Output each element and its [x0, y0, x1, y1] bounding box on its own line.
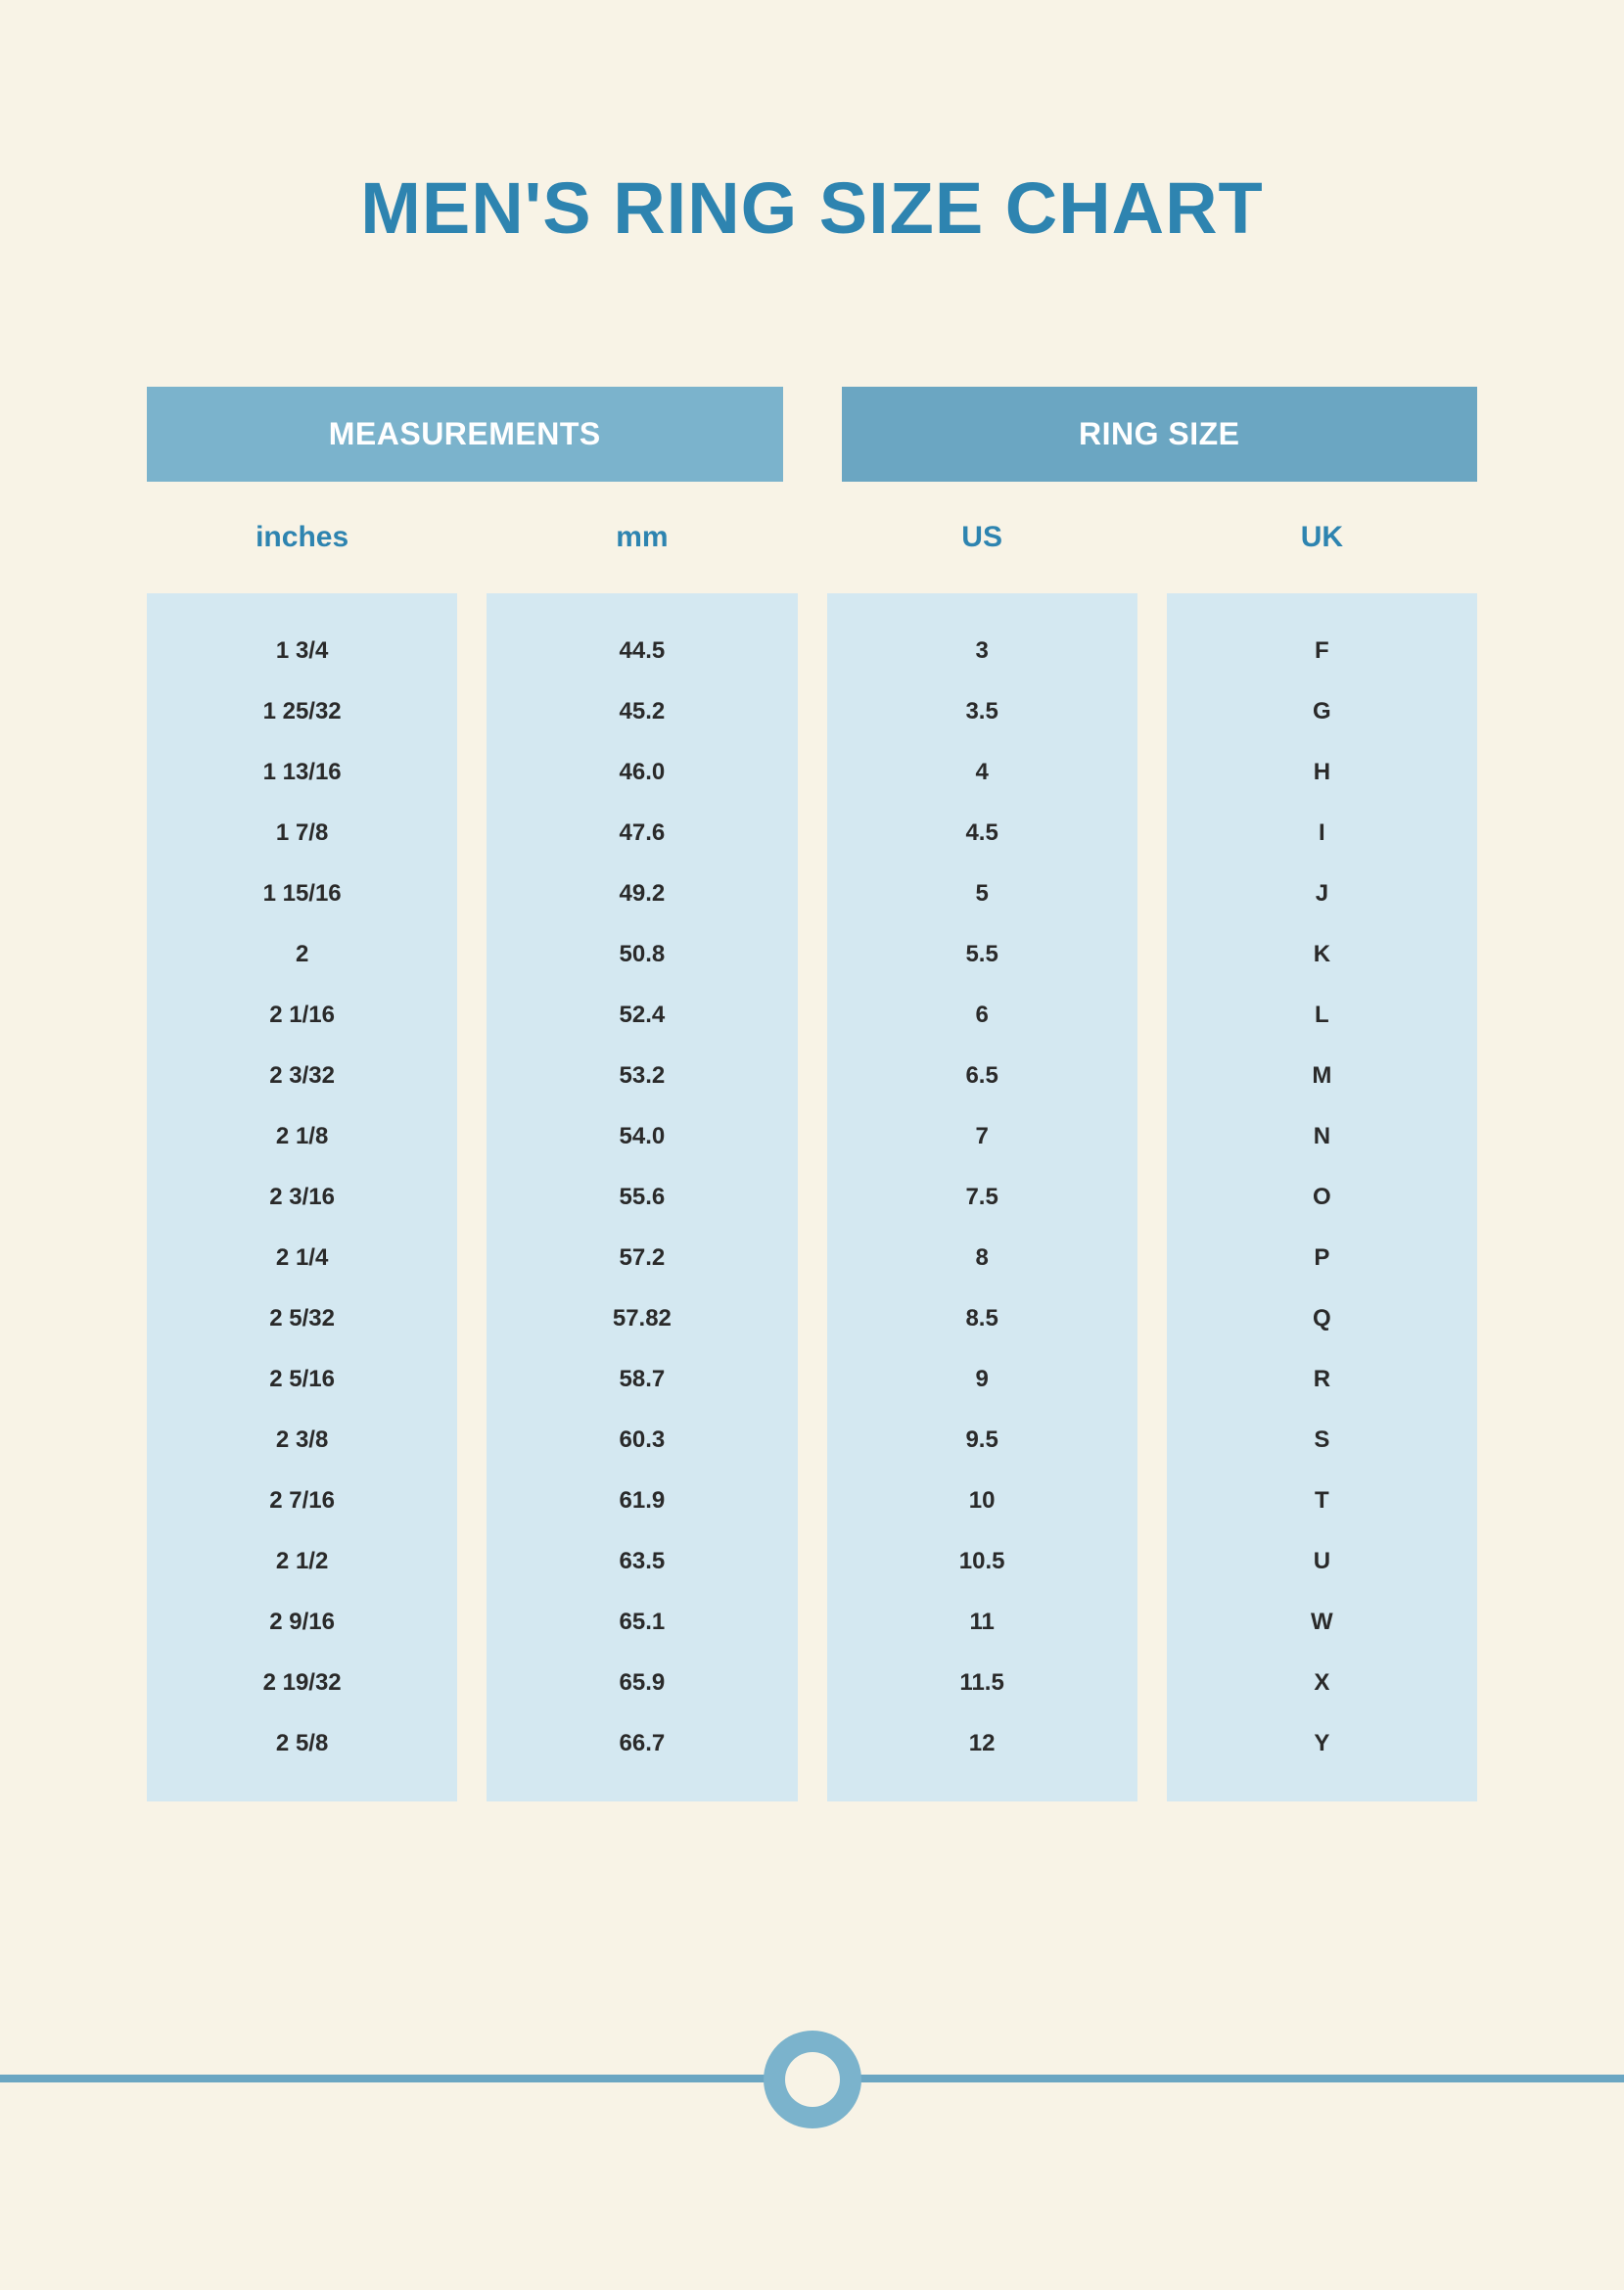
table-cell: K — [1167, 924, 1477, 985]
table-cell: J — [1167, 864, 1477, 924]
sub-header-row: inches mm US UK — [147, 521, 1477, 554]
table-cell: M — [1167, 1046, 1477, 1106]
table-cell: 65.1 — [487, 1592, 797, 1653]
table-cell: 2 — [147, 924, 457, 985]
table-cell: 3 — [827, 621, 1137, 681]
table-cell: 9 — [827, 1349, 1137, 1410]
sub-header-uk: UK — [1167, 521, 1477, 554]
table-cell: 9.5 — [827, 1410, 1137, 1471]
table-cell: Q — [1167, 1288, 1477, 1349]
table-cell: 2 1/16 — [147, 985, 457, 1046]
table-cell: N — [1167, 1106, 1477, 1167]
table-cell: 52.4 — [487, 985, 797, 1046]
table-cell: P — [1167, 1228, 1477, 1288]
table-cell: L — [1167, 985, 1477, 1046]
table-cell: 57.2 — [487, 1228, 797, 1288]
ring-icon — [764, 2031, 861, 2128]
table-cell: S — [1167, 1410, 1477, 1471]
sub-header-mm: mm — [487, 521, 797, 554]
table-cell: 12 — [827, 1713, 1137, 1774]
table-cell: H — [1167, 742, 1477, 803]
col-us: 33.544.555.566.577.588.599.51010.51111.5… — [827, 593, 1137, 1801]
table-cell: 1 3/4 — [147, 621, 457, 681]
table-cell: 55.6 — [487, 1167, 797, 1228]
table-cell: 10 — [827, 1471, 1137, 1531]
table-cell: 66.7 — [487, 1713, 797, 1774]
table-cell: 44.5 — [487, 621, 797, 681]
table-cell: 2 1/8 — [147, 1106, 457, 1167]
footer-decoration — [0, 2026, 1624, 2133]
table-cell: W — [1167, 1592, 1477, 1653]
table-cell: 49.2 — [487, 864, 797, 924]
table-cell: 57.82 — [487, 1288, 797, 1349]
table-cell: 46.0 — [487, 742, 797, 803]
table-cell: 5.5 — [827, 924, 1137, 985]
table-cell: 7 — [827, 1106, 1137, 1167]
table-cell: 2 3/8 — [147, 1410, 457, 1471]
table-cell: 61.9 — [487, 1471, 797, 1531]
table-cell: 10.5 — [827, 1531, 1137, 1592]
table-cell: U — [1167, 1531, 1477, 1592]
group-header-ringsize: RING SIZE — [842, 387, 1478, 482]
table-cell: 5 — [827, 864, 1137, 924]
table-cell: 7.5 — [827, 1167, 1137, 1228]
sub-header-inches: inches — [147, 521, 457, 554]
table-cell: 50.8 — [487, 924, 797, 985]
col-mm: 44.545.246.047.649.250.852.453.254.055.6… — [487, 593, 797, 1801]
table-cell: 1 13/16 — [147, 742, 457, 803]
table-cell: 65.9 — [487, 1653, 797, 1713]
table-cell: 6 — [827, 985, 1137, 1046]
table-cell: G — [1167, 681, 1477, 742]
table-cell: 8.5 — [827, 1288, 1137, 1349]
col-inches: 1 3/41 25/321 13/161 7/81 15/1622 1/162 … — [147, 593, 457, 1801]
table-cell: F — [1167, 621, 1477, 681]
table-cell: 2 9/16 — [147, 1592, 457, 1653]
table-cell: Y — [1167, 1713, 1477, 1774]
page-container: MEN'S RING SIZE CHART MEASUREMENTS RING … — [0, 0, 1624, 1801]
table-cell: 2 3/16 — [147, 1167, 457, 1228]
table-cell: 63.5 — [487, 1531, 797, 1592]
page-title: MEN'S RING SIZE CHART — [147, 166, 1477, 250]
table-cell: 2 1/2 — [147, 1531, 457, 1592]
data-table: 1 3/41 25/321 13/161 7/81 15/1622 1/162 … — [147, 593, 1477, 1801]
table-cell: T — [1167, 1471, 1477, 1531]
table-cell: 11 — [827, 1592, 1137, 1653]
table-cell: 54.0 — [487, 1106, 797, 1167]
table-cell: R — [1167, 1349, 1477, 1410]
ring-icon-hole — [785, 2052, 840, 2107]
table-cell: 53.2 — [487, 1046, 797, 1106]
table-cell: 58.7 — [487, 1349, 797, 1410]
table-cell: 47.6 — [487, 803, 797, 864]
table-cell: 3.5 — [827, 681, 1137, 742]
col-uk: FGHIJKLMNOPQRSTUWXY — [1167, 593, 1477, 1801]
table-cell: 2 19/32 — [147, 1653, 457, 1713]
table-cell: 2 5/16 — [147, 1349, 457, 1410]
table-cell: 45.2 — [487, 681, 797, 742]
table-cell: 4 — [827, 742, 1137, 803]
table-cell: 2 3/32 — [147, 1046, 457, 1106]
sub-header-us: US — [827, 521, 1137, 554]
table-cell: O — [1167, 1167, 1477, 1228]
table-cell: 2 5/8 — [147, 1713, 457, 1774]
table-cell: 6.5 — [827, 1046, 1137, 1106]
table-cell: 2 5/32 — [147, 1288, 457, 1349]
table-cell: 11.5 — [827, 1653, 1137, 1713]
table-cell: 1 7/8 — [147, 803, 457, 864]
table-cell: 4.5 — [827, 803, 1137, 864]
table-cell: 1 25/32 — [147, 681, 457, 742]
table-cell: X — [1167, 1653, 1477, 1713]
table-cell: 2 1/4 — [147, 1228, 457, 1288]
table-cell: 2 7/16 — [147, 1471, 457, 1531]
group-header-row: MEASUREMENTS RING SIZE — [147, 387, 1477, 482]
table-cell: I — [1167, 803, 1477, 864]
table-cell: 8 — [827, 1228, 1137, 1288]
table-cell: 1 15/16 — [147, 864, 457, 924]
table-cell: 60.3 — [487, 1410, 797, 1471]
group-header-measurements: MEASUREMENTS — [147, 387, 783, 482]
